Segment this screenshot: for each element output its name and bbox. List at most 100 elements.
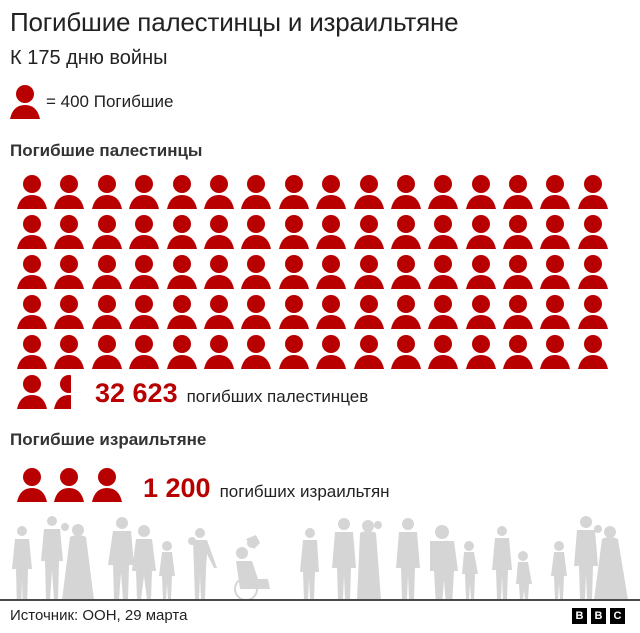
chart-title: Погибшие палестинцы и израильтяне [10,7,459,37]
person-icon [465,255,496,289]
person-icon [316,175,347,209]
israelis-section-title: Погибшие израильтяне [10,430,207,449]
person-icon [166,215,197,249]
person-icon [503,175,534,209]
person-icon [129,295,160,329]
person-icon [54,215,85,249]
palestinians-section-title: Погибшие палестинцы [10,141,203,160]
person-icon [278,175,309,209]
person-icon [17,215,47,249]
pictogram-row [17,375,617,415]
person-icon [353,255,384,289]
person-icon [540,175,571,209]
person-icon [540,215,571,249]
israelis-stat: 1 200 погибших израильтян [143,473,390,504]
person-icon [129,175,160,209]
person-icon [390,175,421,209]
person-icon [17,375,47,409]
person-icon [241,215,272,249]
person-icon [166,335,197,369]
person-icon [428,335,459,369]
pictogram-row [17,215,617,255]
person-icon [278,295,309,329]
pictogram-row [17,175,617,215]
person-icon [577,295,608,329]
person-icon [353,335,384,369]
person-icon [316,255,347,289]
israelis-count: 1 200 [143,473,211,503]
person-icon [203,175,234,209]
pictogram-row [17,255,617,295]
person-icon [17,295,47,329]
person-icon [166,295,197,329]
palestinians-count: 32 623 [95,378,178,408]
person-icon [91,175,122,209]
person-icon [54,335,85,369]
person-icon [17,255,47,289]
person-icon [503,295,534,329]
israelis-pictogram [17,468,129,508]
person-icon [465,295,496,329]
person-icon [278,255,309,289]
palestinians-caption: погибших палестинцев [186,387,369,406]
pictogram-row [17,295,617,335]
pictogram-row [17,335,617,375]
person-icon [278,335,309,369]
person-icon [203,335,234,369]
person-icon [577,175,608,209]
person-icon [278,215,309,249]
person-icon [503,215,534,249]
person-icon [91,255,122,289]
person-icon [241,335,272,369]
israelis-caption: погибших израильтян [219,482,390,501]
person-icon [91,468,122,502]
person-icon [353,175,384,209]
pictogram-row [17,468,129,508]
people-silhouettes-illustration [0,515,640,610]
person-icon [241,295,272,329]
person-icon [129,335,160,369]
person-icon [540,255,571,289]
person-icon [203,255,234,289]
person-icon [428,215,459,249]
person-icon [390,215,421,249]
person-icon [10,85,40,119]
person-icon [577,215,608,249]
person-icon [316,295,347,329]
legend: = 400 Погибшие [10,85,174,119]
person-icon [577,255,608,289]
person-icon [503,255,534,289]
person-icon [503,335,534,369]
palestinians-stat: 32 623 погибших палестинцев [95,378,368,409]
person-icon [54,175,85,209]
person-icon [129,255,160,289]
person-icon [17,468,47,502]
person-icon [540,335,571,369]
person-icon [166,175,197,209]
chart-subtitle: К 175 дню войны [10,47,168,69]
person-icon [465,335,496,369]
source-note: Источник: ООН, 29 марта [10,607,188,624]
person-icon [428,175,459,209]
person-icon [316,215,347,249]
person-icon [390,255,421,289]
person-icon [54,295,85,329]
person-icon [91,295,122,329]
person-icon [129,215,160,249]
person-icon [316,335,347,369]
person-icon [465,215,496,249]
person-icon [353,295,384,329]
person-icon [91,215,122,249]
bbc-logo-letter: B [572,608,587,624]
person-icon [390,335,421,369]
bbc-logo-letter: B [591,608,606,624]
person-icon [54,255,85,289]
person-icon [203,215,234,249]
person-icon [166,255,197,289]
legend-label: = 400 Погибшие [46,92,174,111]
person-icon [428,295,459,329]
person-icon [353,215,384,249]
footer-divider [0,599,640,601]
person-icon [390,295,421,329]
person-icon [54,468,85,502]
